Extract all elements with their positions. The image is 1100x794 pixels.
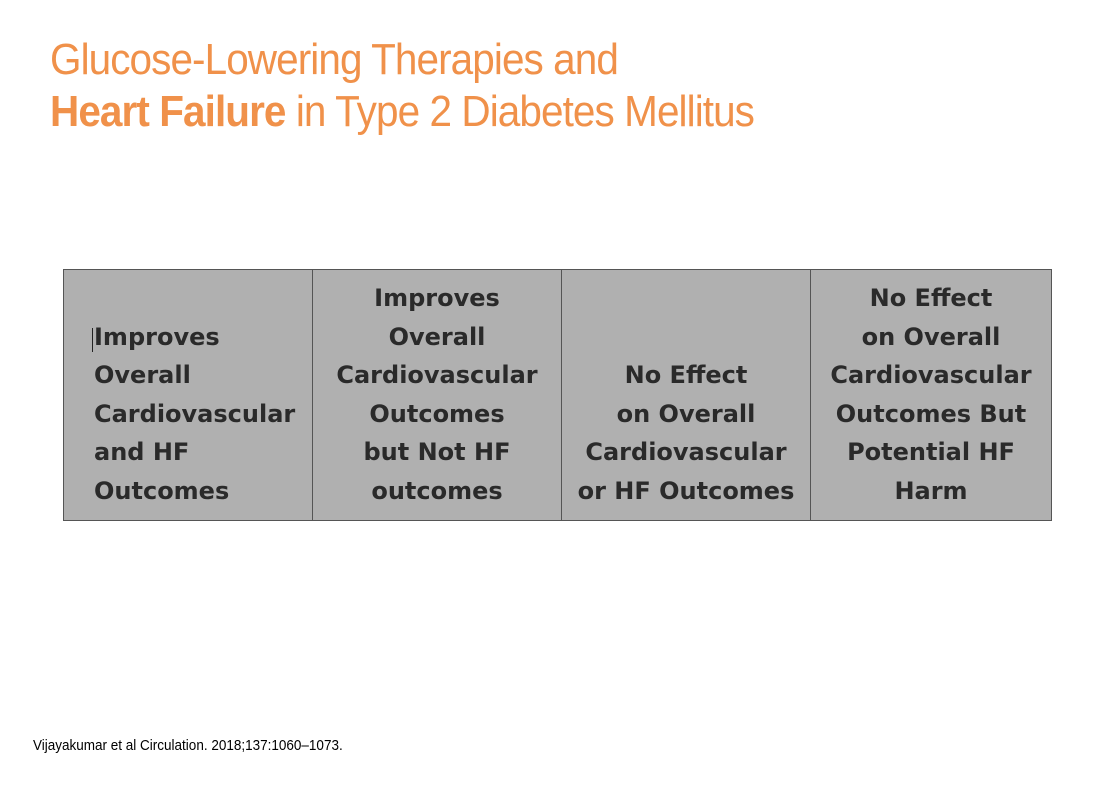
table-header-text-2: Improves Overall Cardiovascular Outcomes… [336,284,538,505]
table-header-text-1: Improves Overall Cardiovascular and HF O… [94,322,296,505]
table-header-cell-3: No Effect on Overall Cardiovascular or H… [561,270,810,520]
slide-title: Glucose-Lowering Therapies and Heart Fai… [50,34,755,138]
text-cursor [92,328,93,352]
title-line-2: Heart Failure in Type 2 Diabetes Mellitu… [50,86,755,138]
table-header-cell-1: Improves Overall Cardiovascular and HF O… [63,270,312,520]
therapy-category-table: Improves Overall Cardiovascular and HF O… [63,269,1052,521]
title-line-2-rest: in Type 2 Diabetes Mellitus [285,87,755,136]
title-line-1: Glucose-Lowering Therapies and [50,35,619,84]
table-header-cell-2: Improves Overall Cardiovascular Outcomes… [312,270,561,520]
citation: Vijayakumar et al Circulation. 2018;137:… [33,737,343,754]
table-header-text-3: No Effect on Overall Cardiovascular or H… [577,361,795,505]
title-emphasis: Heart Failure [50,87,286,136]
table-header-text-4: No Effect on Overall Cardiovascular Outc… [830,284,1032,505]
table-header-cell-4: No Effect on Overall Cardiovascular Outc… [810,270,1052,520]
